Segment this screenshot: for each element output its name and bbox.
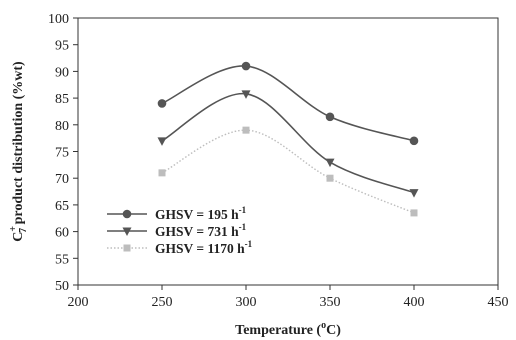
data-point	[158, 169, 166, 177]
data-point	[242, 126, 250, 134]
series-line	[161, 93, 415, 194]
data-point	[241, 61, 251, 71]
plot-frame	[77, 17, 499, 286]
y-tick-label: 70	[55, 172, 69, 187]
legend-label: GHSV = 1170 h-1	[155, 239, 253, 256]
x-tick-label: 450	[488, 295, 509, 310]
y-tick-label: 75	[55, 146, 69, 161]
series-1	[157, 61, 419, 146]
data-point	[325, 158, 335, 168]
series-2	[157, 90, 419, 198]
legend-item: GHSV = 1170 h-1	[107, 239, 253, 256]
y-tick-label: 80	[55, 119, 69, 134]
data-point	[410, 209, 418, 217]
legend-marker	[123, 244, 131, 252]
legend-item: GHSV = 731 h-1	[107, 222, 247, 239]
legend-label: GHSV = 195 h-1	[155, 205, 247, 222]
y-tick-label: 50	[55, 279, 69, 294]
legend-label: GHSV = 731 h-1	[155, 222, 247, 239]
axes: 50 55 60 65 70 75 80 85 90 95 100 200 250 300 350 400 45…	[48, 12, 509, 310]
y-axis-title: C+7 product distribution (%wt)	[8, 61, 29, 242]
legend-marker	[122, 227, 132, 236]
y-tick-label: 85	[55, 92, 69, 107]
data-point	[157, 137, 167, 146]
x-tick-label: 300	[236, 295, 257, 310]
data-point	[326, 174, 334, 182]
x-axis-title: Temperature (oC)	[235, 320, 341, 338]
series-3	[158, 126, 418, 217]
legend-item: GHSV = 195 h-1	[107, 205, 247, 222]
data-point	[409, 189, 419, 198]
legend-marker	[122, 209, 132, 219]
y-tick-label: 90	[55, 65, 69, 80]
x-tick-label: 350	[320, 295, 341, 310]
y-tick-label: 65	[55, 199, 69, 214]
data-point	[409, 136, 419, 146]
series-layer	[157, 61, 419, 217]
data-point	[157, 99, 167, 108]
x-tick-label: 400	[404, 295, 425, 310]
series-line	[161, 65, 415, 142]
y-tick-label: 60	[55, 226, 69, 241]
data-point	[325, 112, 335, 122]
x-tick-label: 250	[152, 295, 173, 310]
y-tick-label: 55	[55, 252, 69, 267]
series-line	[161, 129, 415, 214]
y-tick-label: 100	[48, 12, 69, 27]
y-tick-label: 95	[55, 39, 69, 54]
x-tick-label: 200	[68, 295, 89, 310]
data-point	[241, 90, 251, 99]
